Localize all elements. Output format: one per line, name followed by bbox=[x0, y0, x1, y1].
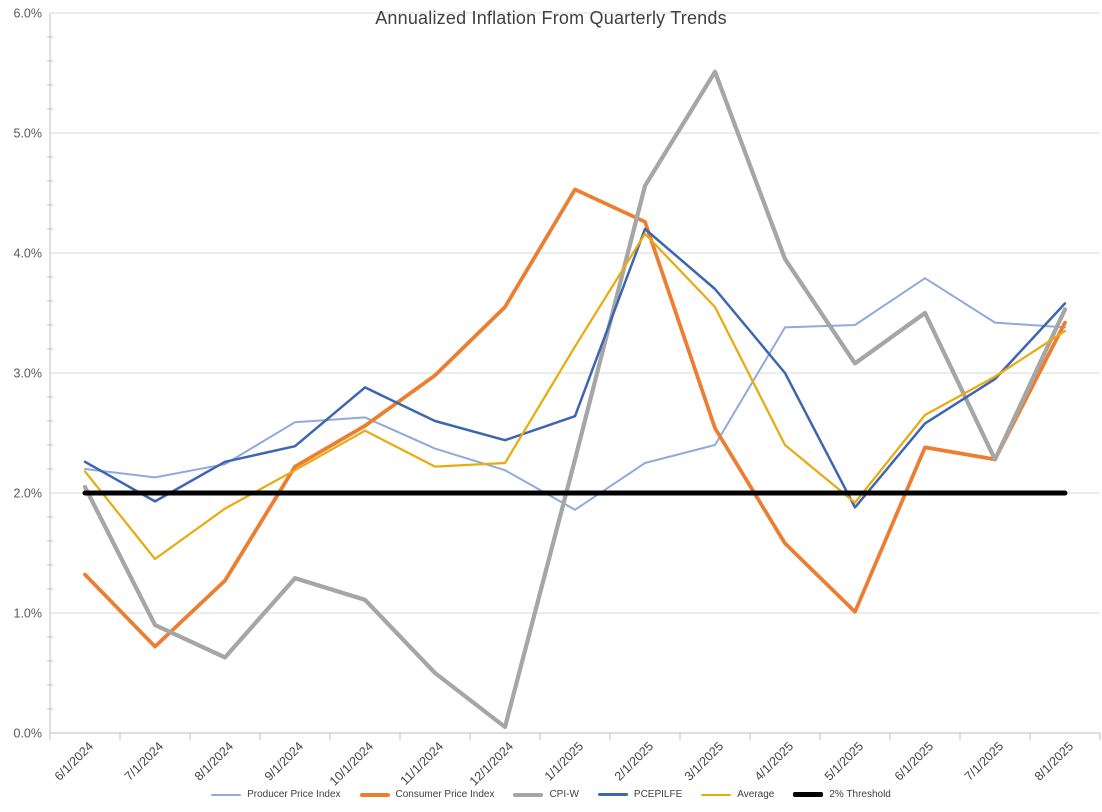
y-tick-label: 5.0% bbox=[14, 127, 43, 141]
y-tick-label: 2.0% bbox=[14, 487, 43, 501]
axes bbox=[47, 13, 1101, 740]
series-line-cpi-w bbox=[82, 69, 1068, 730]
x-tick-label: 9/1/2024 bbox=[262, 739, 306, 783]
x-tick-label: 6/1/2024 bbox=[52, 739, 96, 783]
legend-item-consumer-price-index: Consumer Price Index bbox=[359, 789, 495, 800]
legend-swatch-pcepilfe bbox=[597, 793, 628, 796]
y-tick-label: 3.0% bbox=[14, 367, 43, 381]
legend: Producer Price Index Consumer Price Index… bbox=[0, 789, 1102, 800]
legend-label: Consumer Price Index bbox=[395, 789, 495, 800]
legend-swatch-cpi-w bbox=[513, 792, 544, 797]
x-tick-label: 8/1/2025 bbox=[1032, 739, 1076, 783]
x-tick-label: 8/1/2024 bbox=[192, 739, 236, 783]
y-axis-labels: 0.0% 1.0% 2.0% 3.0% 4.0% 5.0% 6.0% bbox=[14, 7, 43, 741]
series-line-pcepilfe bbox=[83, 227, 1067, 509]
x-tick-label: 7/1/2025 bbox=[962, 739, 1006, 783]
legend-item-pcepilfe: PCEPILFE bbox=[597, 789, 683, 800]
legend-swatch-consumer-price-index bbox=[359, 792, 390, 797]
series-line-average bbox=[83, 232, 1067, 561]
y-tick-label: 0.0% bbox=[14, 727, 43, 741]
legend-item-average: Average bbox=[701, 789, 774, 800]
x-tick-label: 4/1/2025 bbox=[752, 739, 796, 783]
x-tick-label: 5/1/2025 bbox=[822, 739, 866, 783]
legend-label: Average bbox=[737, 789, 775, 800]
x-tick-label: 1/1/2025 bbox=[542, 739, 586, 783]
x-tick-label: 12/1/2024 bbox=[467, 739, 516, 788]
series-lines bbox=[82, 69, 1068, 730]
x-tick-label: 10/1/2024 bbox=[327, 739, 376, 788]
x-tick-label: 6/1/2025 bbox=[892, 739, 936, 783]
legend-swatch-average bbox=[701, 793, 732, 796]
legend-label: PCEPILFE bbox=[633, 789, 683, 800]
x-axis-labels: 6/1/2024 7/1/2024 8/1/2024 9/1/2024 10/1/202… bbox=[52, 739, 1076, 788]
legend-item-cpi-w: CPI-W bbox=[513, 789, 579, 800]
y-tick-label: 4.0% bbox=[14, 247, 43, 261]
x-tick-label: 11/1/2024 bbox=[398, 739, 447, 788]
gridlines bbox=[50, 12, 1100, 614]
series-line-producer-price-index bbox=[84, 277, 1066, 511]
legend-swatch-producer-price-index bbox=[211, 793, 242, 796]
legend-label: CPI-W bbox=[549, 789, 579, 800]
y-tick-label: 1.0% bbox=[14, 607, 43, 621]
x-tick-label: 2/1/2025 bbox=[612, 739, 656, 783]
x-tick-label: 3/1/2025 bbox=[682, 739, 726, 783]
y-tick-label: 6.0% bbox=[14, 7, 43, 21]
legend-item-producer-price-index: Producer Price Index bbox=[211, 789, 341, 800]
legend-swatch-2-threshold bbox=[793, 792, 824, 797]
series-line-consumer-price-index bbox=[83, 187, 1067, 649]
legend-label: Producer Price Index bbox=[247, 789, 341, 800]
x-tick-label: 7/1/2024 bbox=[122, 739, 166, 783]
legend-label: 2% Threshold bbox=[829, 789, 891, 800]
legend-item-2-threshold: 2% Threshold bbox=[793, 789, 891, 800]
